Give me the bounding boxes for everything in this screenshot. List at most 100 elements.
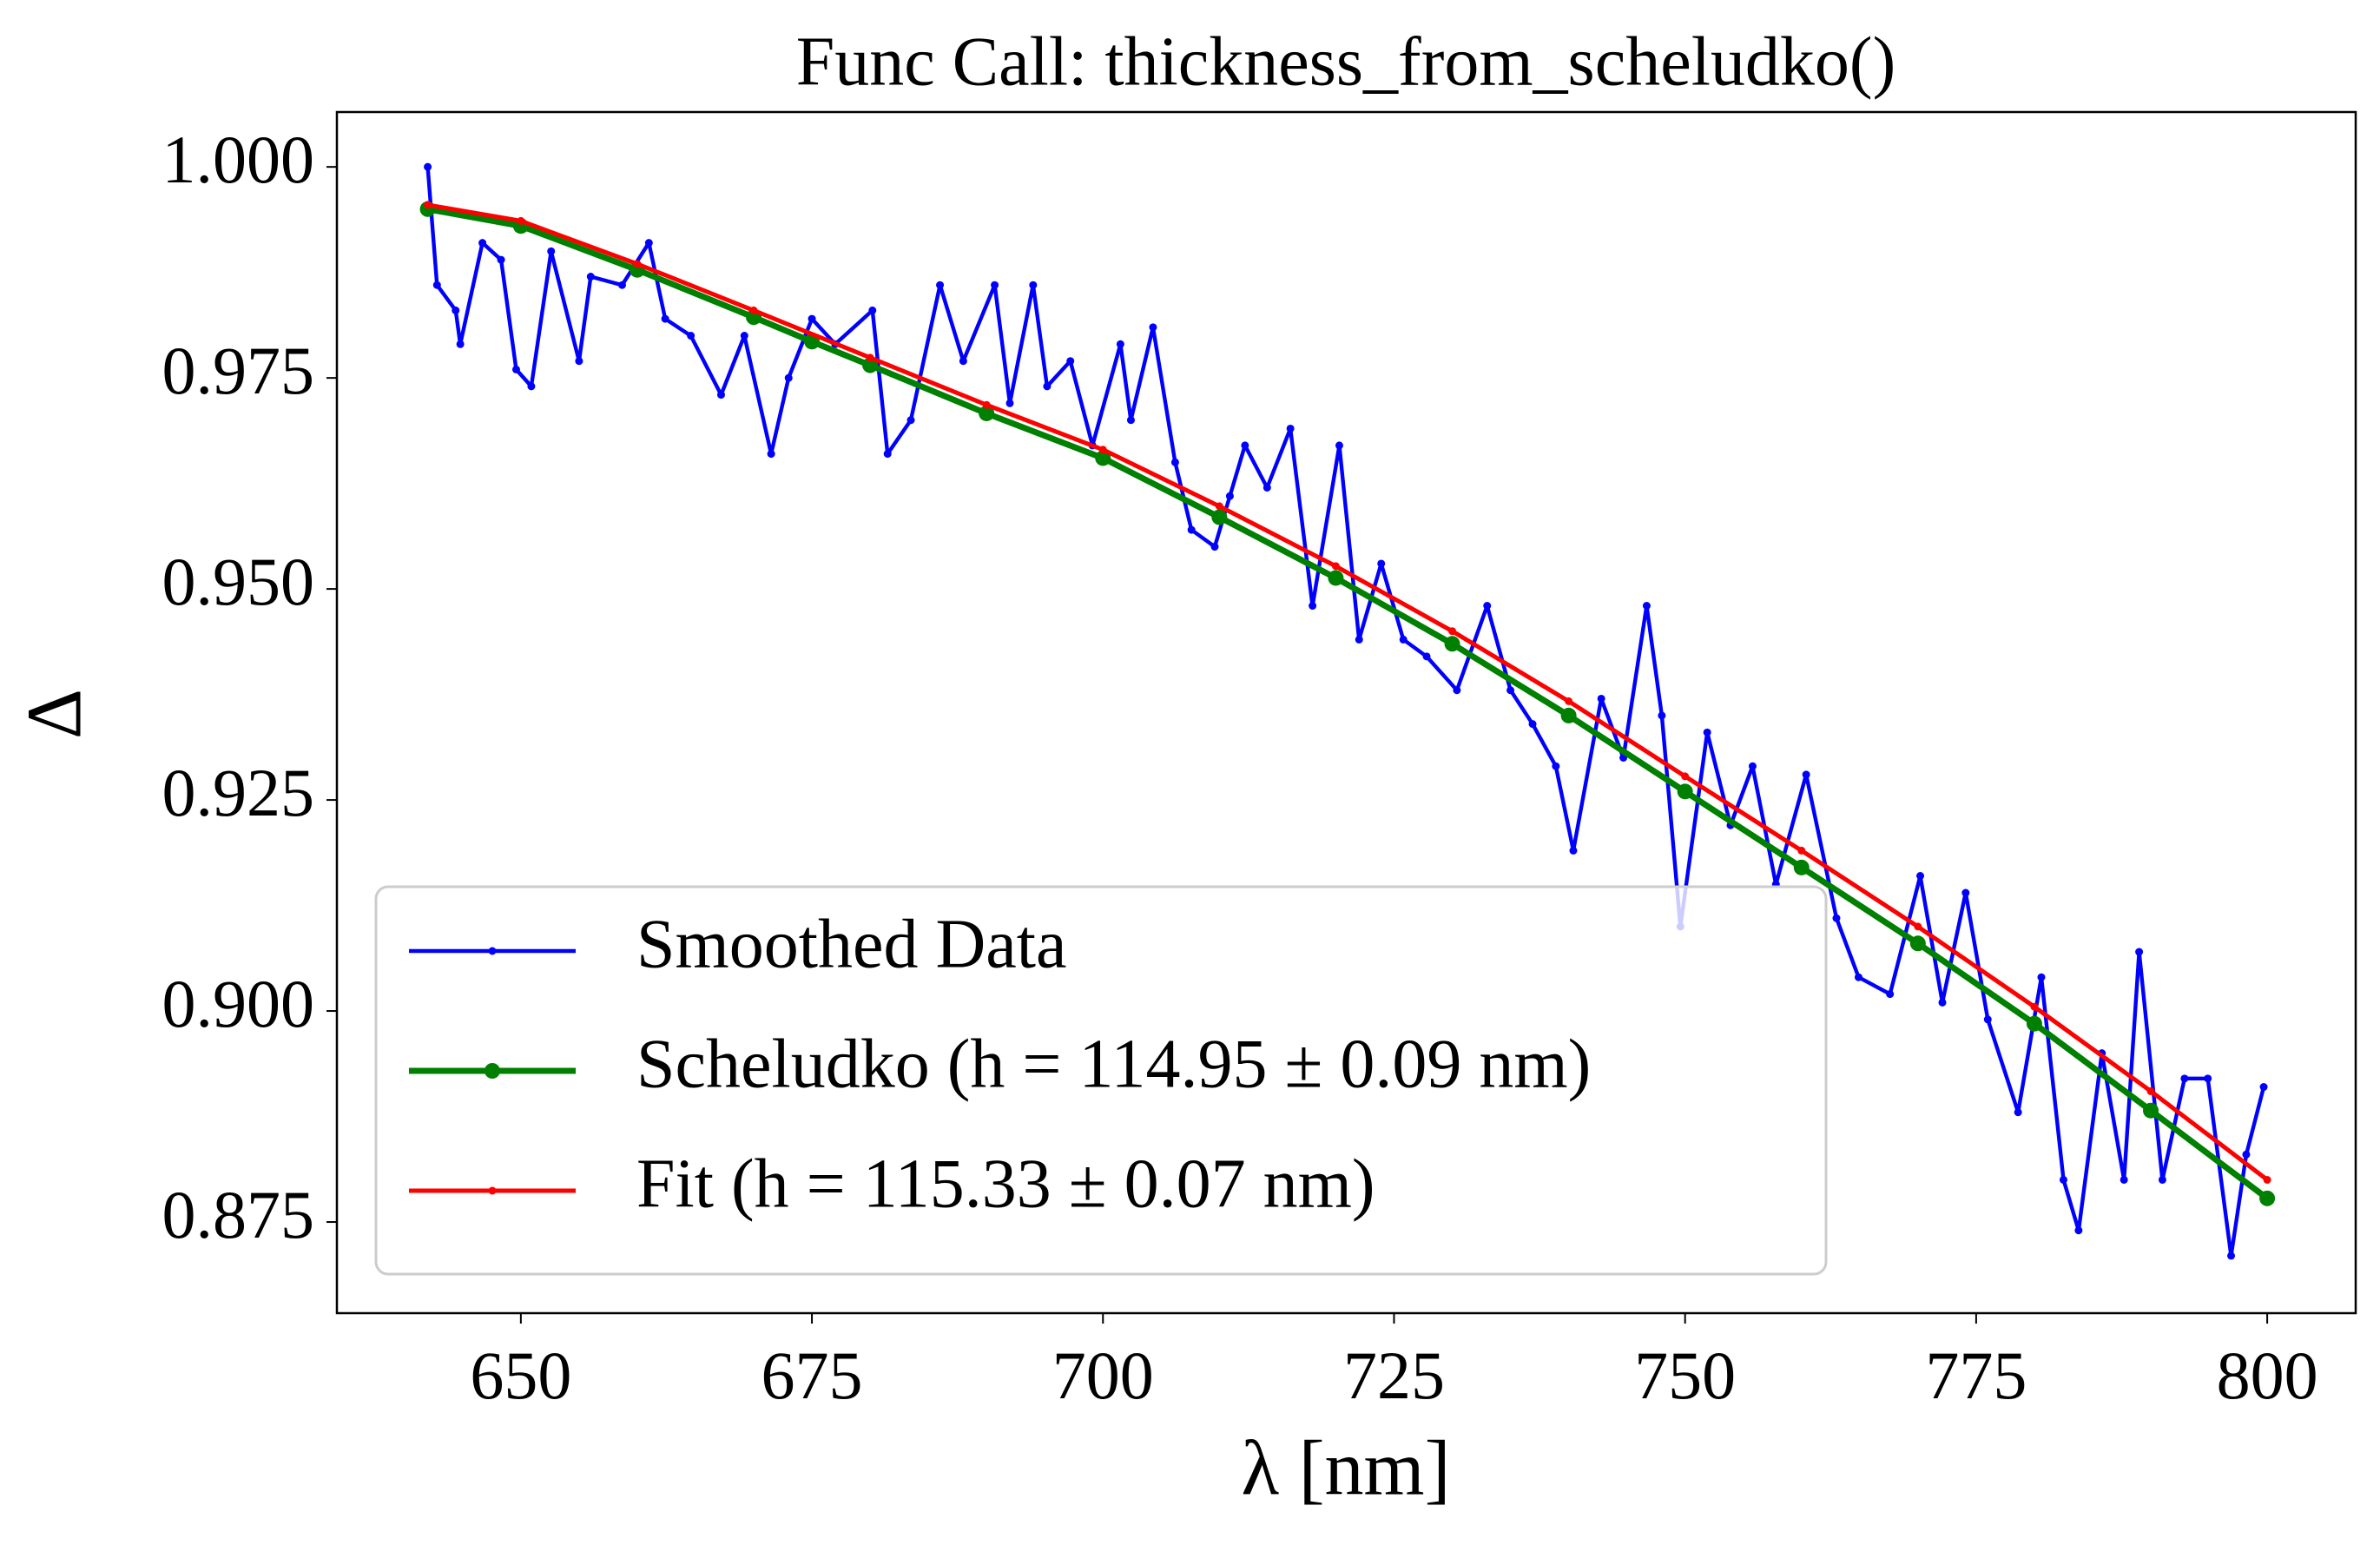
point <box>575 357 583 366</box>
point <box>452 306 460 314</box>
x-tick-label: 700 <box>1052 1337 1154 1413</box>
point <box>1565 697 1573 705</box>
point <box>784 373 793 382</box>
series-line <box>425 167 2266 1258</box>
point <box>478 239 487 248</box>
point <box>1832 914 1841 922</box>
point <box>1748 762 1757 770</box>
point <box>1005 399 1014 407</box>
legend-marker <box>488 947 497 955</box>
point <box>2026 1015 2042 1032</box>
point <box>1528 720 1537 729</box>
x-tick-label: 800 <box>2217 1337 2318 1413</box>
point <box>2242 1150 2251 1159</box>
point <box>2030 1002 2039 1011</box>
point <box>808 314 816 323</box>
point <box>1914 922 1922 931</box>
legend-label: Smoothed Data <box>636 906 1066 982</box>
point <box>432 281 441 289</box>
series <box>424 201 2271 1184</box>
point <box>1854 973 1862 981</box>
point <box>1681 772 1690 781</box>
point <box>1215 502 1223 511</box>
point <box>2014 1108 2022 1117</box>
point <box>1377 559 1386 568</box>
point <box>1355 635 1363 644</box>
point <box>936 281 945 289</box>
point <box>1328 570 1344 586</box>
point <box>1126 416 1135 425</box>
point <box>2263 1175 2271 1184</box>
point <box>1098 446 1107 454</box>
legend-label: Scheludko (h = 114.95 ± 0.09 nm) <box>636 1026 1591 1102</box>
point <box>2180 1074 2189 1083</box>
point <box>1029 281 1038 289</box>
y-tick-label: 0.900 <box>162 966 315 1041</box>
point <box>424 201 432 209</box>
point <box>1309 602 1317 611</box>
x-tick-label: 750 <box>1634 1337 1736 1413</box>
point <box>1399 635 1408 644</box>
point <box>868 306 877 314</box>
point <box>1703 728 1711 736</box>
point <box>1335 441 1343 450</box>
point <box>979 405 995 421</box>
point <box>1658 711 1666 720</box>
series-line <box>426 206 2270 1201</box>
point <box>1453 686 1461 695</box>
point <box>767 450 775 459</box>
point <box>1422 652 1431 661</box>
point <box>1331 562 1340 571</box>
point <box>2059 1175 2067 1184</box>
point <box>2259 1083 2268 1092</box>
point <box>661 314 669 323</box>
point <box>1187 525 1196 534</box>
y-tick-label: 1.000 <box>162 122 315 197</box>
point <box>2037 973 2046 981</box>
point <box>740 332 748 340</box>
legend-marker <box>488 1186 497 1195</box>
point <box>2143 1102 2159 1119</box>
y-tick-label: 0.975 <box>162 333 315 408</box>
point <box>1170 458 1179 466</box>
point <box>2204 1074 2212 1083</box>
point <box>1797 846 1806 855</box>
series <box>424 162 2268 1260</box>
point <box>982 400 991 409</box>
point <box>1448 627 1457 636</box>
y-tick-label: 0.875 <box>162 1177 315 1252</box>
point <box>1506 686 1515 695</box>
point <box>511 365 520 373</box>
point <box>547 247 556 255</box>
x-tick-label: 775 <box>1925 1337 2027 1413</box>
point <box>1961 888 1970 897</box>
point <box>991 281 999 289</box>
point <box>1095 450 1111 466</box>
point <box>907 416 915 425</box>
point <box>1116 340 1124 348</box>
y-tick-label: 0.950 <box>162 544 315 619</box>
point <box>883 450 892 459</box>
point <box>749 306 758 314</box>
point <box>618 281 627 289</box>
legend-label: Fit (h = 115.33 ± 0.07 nm) <box>636 1146 1375 1222</box>
y-axis-label: Δ <box>12 689 98 739</box>
point <box>633 260 642 268</box>
point <box>1597 694 1605 703</box>
point <box>1569 846 1578 855</box>
y-tick-label: 0.925 <box>162 755 315 830</box>
point <box>2259 1190 2276 1206</box>
point <box>1263 483 1271 492</box>
point <box>1149 323 1157 332</box>
point <box>2135 948 2144 956</box>
point <box>644 239 653 248</box>
point <box>1909 935 1926 952</box>
point <box>1444 636 1460 652</box>
point <box>1938 998 1947 1007</box>
point <box>716 391 725 400</box>
point <box>2146 1086 2155 1095</box>
point <box>586 273 595 281</box>
point <box>1211 509 1228 525</box>
